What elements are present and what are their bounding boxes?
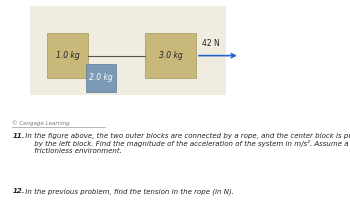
Bar <box>86 64 116 92</box>
Text: In the figure above, the two outer blocks are connected by a rope, and the cente: In the figure above, the two outer block… <box>23 133 350 154</box>
Text: 1.0 kg: 1.0 kg <box>56 51 79 60</box>
Text: 3.0 kg: 3.0 kg <box>159 51 182 60</box>
Text: In the previous problem, find the tension in the rope (in N).: In the previous problem, find the tensio… <box>23 188 234 195</box>
Bar <box>47 33 88 78</box>
Text: © Cengage Learning: © Cengage Learning <box>12 120 70 126</box>
FancyBboxPatch shape <box>30 6 226 95</box>
Bar <box>145 33 196 78</box>
Text: 11.: 11. <box>12 133 25 139</box>
Text: 2.0 kg: 2.0 kg <box>89 73 112 82</box>
Text: 12.: 12. <box>12 188 25 194</box>
Text: 42 N: 42 N <box>202 39 220 48</box>
